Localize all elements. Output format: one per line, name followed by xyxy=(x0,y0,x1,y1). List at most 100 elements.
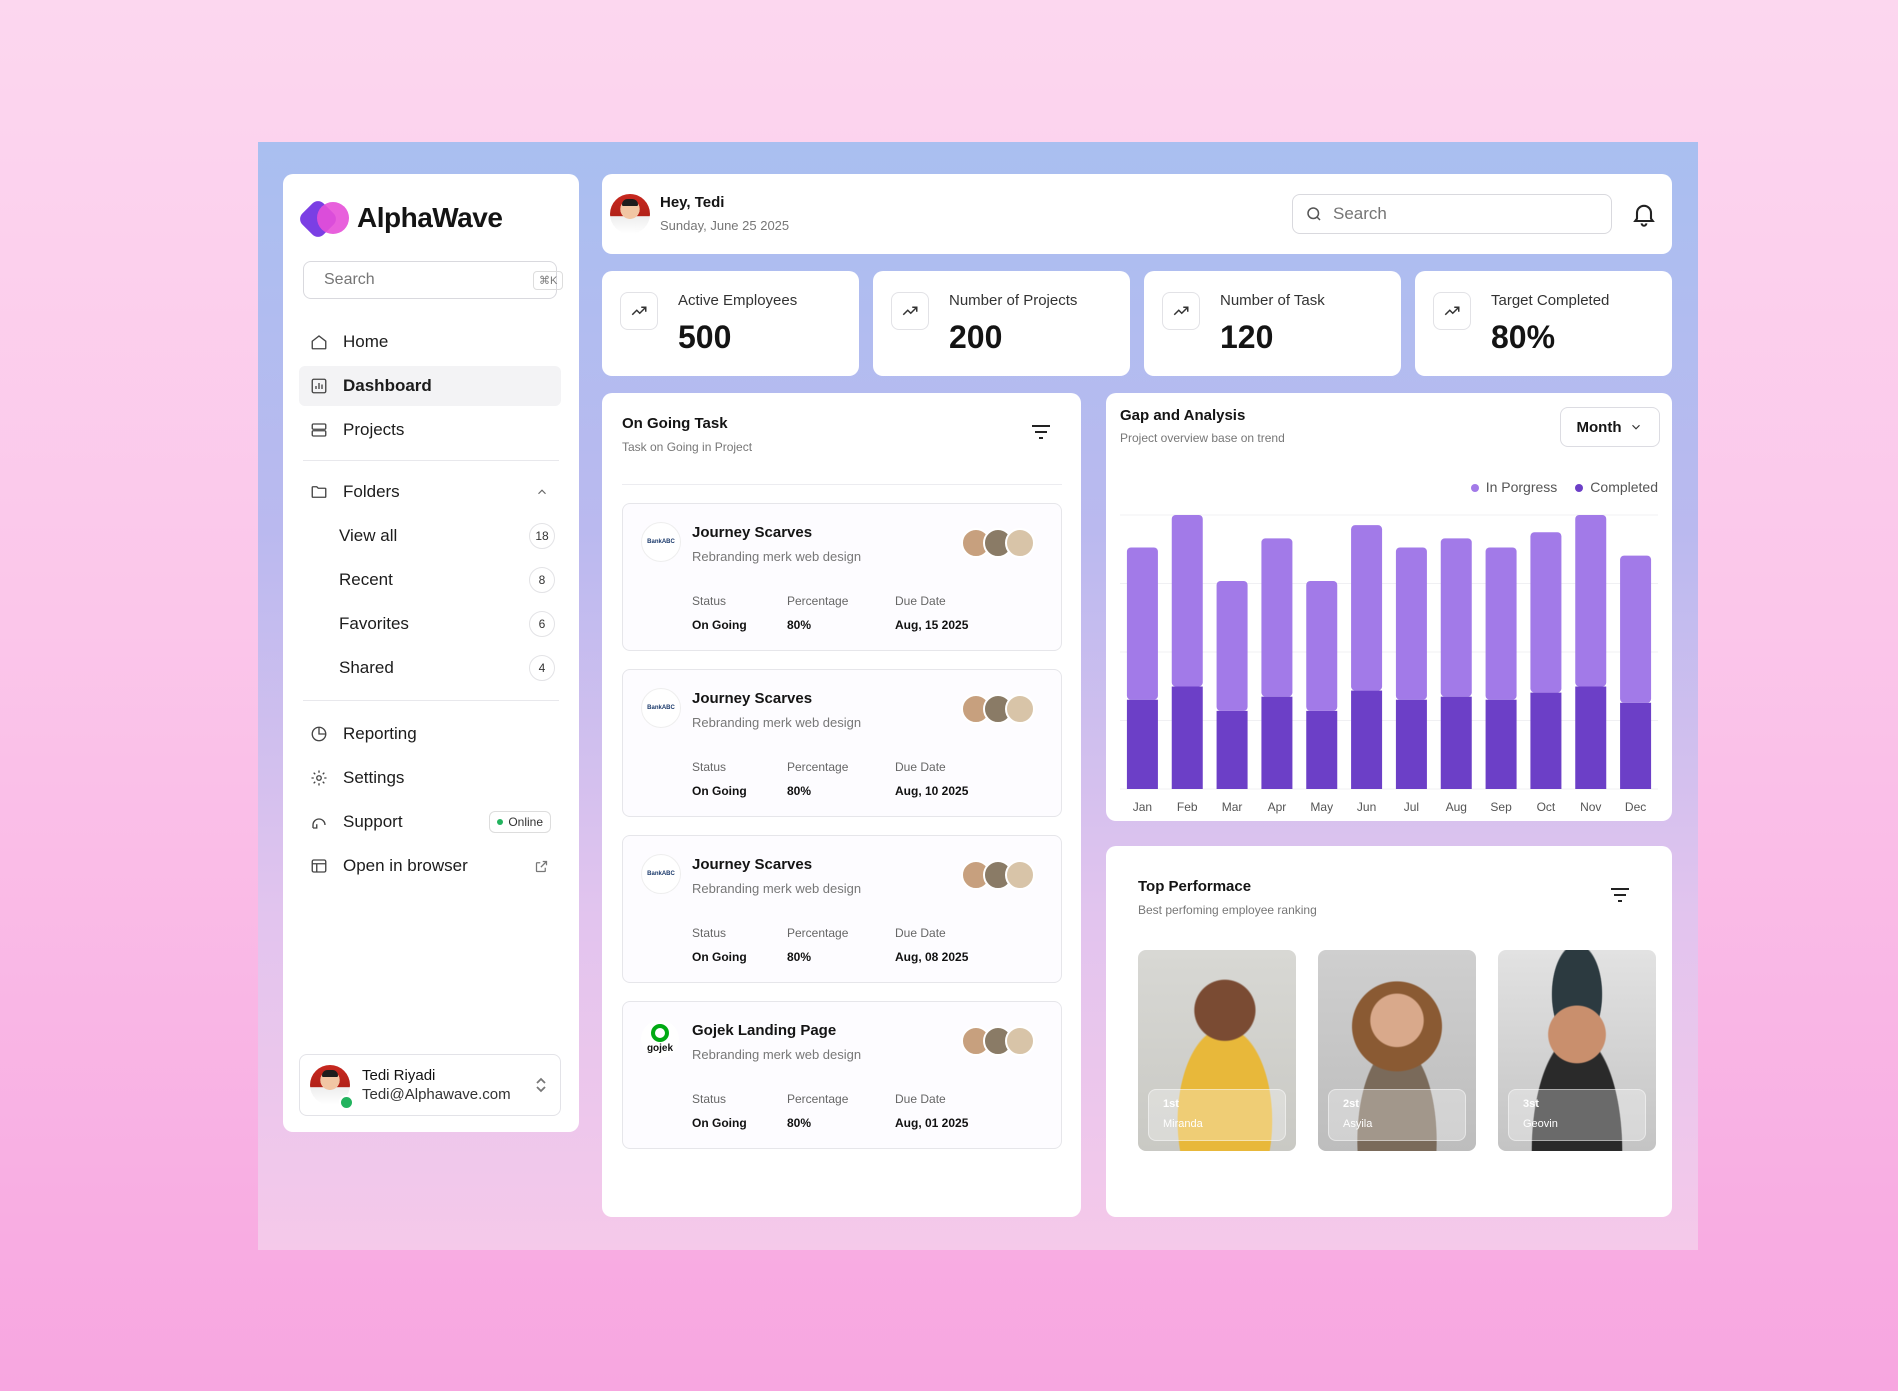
period-select[interactable]: Month xyxy=(1560,407,1660,447)
sidebar-item-folders[interactable]: Folders xyxy=(299,472,561,512)
sidebar-item-reporting[interactable]: Reporting xyxy=(299,714,561,754)
sidebar-item-label: Folders xyxy=(343,482,400,501)
stat-card-active-employees[interactable]: Active Employees 500 xyxy=(602,271,859,376)
bar-jun-in-porgress[interactable] xyxy=(1351,525,1383,691)
search-shortcut-badge: ⌘K xyxy=(533,270,564,290)
filter-icon[interactable] xyxy=(1608,883,1632,907)
folder-item-label: Shared xyxy=(339,658,394,677)
bar-oct-in-porgress[interactable] xyxy=(1530,532,1562,693)
bar-dec-in-porgress[interactable] xyxy=(1620,555,1652,703)
assignee-avatars[interactable] xyxy=(961,694,1035,724)
percentage-value: 80% xyxy=(787,618,812,632)
due-date-label: Due Date xyxy=(895,594,946,608)
top-performance-panel: Top Performace Best perfoming employee r… xyxy=(1106,846,1672,1217)
folder-icon xyxy=(309,482,329,502)
avatar xyxy=(1005,860,1035,890)
task-title: Journey Scarves xyxy=(692,690,813,707)
task-card[interactable]: gojek Gojek Landing Page Rebranding merk… xyxy=(622,1001,1062,1149)
panel-subtitle: Project overview base on trend xyxy=(1120,431,1285,445)
header-avatar[interactable] xyxy=(610,194,650,234)
sidebar-item-settings[interactable]: Settings xyxy=(299,758,561,798)
assignee-avatars[interactable] xyxy=(961,1026,1035,1056)
brand-logo[interactable]: AlphaWave xyxy=(296,197,503,241)
browser-icon xyxy=(309,856,329,876)
task-card[interactable]: BankABC Journey Scarves Rebranding merk … xyxy=(622,835,1062,983)
bell-icon[interactable] xyxy=(1630,200,1658,228)
stat-card-number-of-projects[interactable]: Number of Projects 200 xyxy=(873,271,1130,376)
performer-tag: 1st Miranda xyxy=(1148,1089,1286,1141)
folder-item-view-all[interactable]: View all 18 xyxy=(339,518,561,554)
x-tick-label: Jul xyxy=(1404,800,1419,814)
folder-count-badge: 4 xyxy=(529,655,555,681)
bar-dec-completed[interactable] xyxy=(1620,702,1652,789)
assignee-avatars[interactable] xyxy=(961,528,1035,558)
assignee-avatars[interactable] xyxy=(961,860,1035,890)
bar-jul-in-porgress[interactable] xyxy=(1395,547,1427,700)
status-label: Status xyxy=(692,760,727,774)
sidebar-item-home[interactable]: Home xyxy=(299,322,561,362)
performer-card[interactable]: 2st Asyila xyxy=(1318,950,1476,1151)
bar-sep-completed[interactable] xyxy=(1485,699,1517,789)
app-window: AlphaWave ⌘K Home Dashboard Projects Fol… xyxy=(258,142,1698,1250)
bar-oct-completed[interactable] xyxy=(1530,692,1562,789)
status-value: On Going xyxy=(692,950,747,964)
sidebar-search[interactable]: ⌘K xyxy=(303,261,564,299)
x-tick-label: Jun xyxy=(1357,800,1376,814)
bar-feb-completed[interactable] xyxy=(1171,686,1203,789)
sidebar-item-support[interactable]: Support Online xyxy=(299,802,561,842)
task-card[interactable]: BankABC Journey Scarves Rebranding merk … xyxy=(622,503,1062,651)
sidebar-search-input[interactable] xyxy=(322,270,533,290)
performer-name: Asyila xyxy=(1343,1118,1373,1130)
user-profile-switcher[interactable]: Tedi Riyadi Tedi@Alphawave.com xyxy=(299,1054,561,1116)
status-value: On Going xyxy=(692,784,747,798)
gojek-logo: gojek xyxy=(641,1020,679,1058)
bar-mar-in-porgress[interactable] xyxy=(1216,580,1248,711)
sidebar-item-open-in-browser[interactable]: Open in browser xyxy=(299,846,561,886)
folder-item-recent[interactable]: Recent 8 xyxy=(339,562,561,598)
performer-rank: 1st xyxy=(1163,1098,1179,1110)
bar-jan-completed[interactable] xyxy=(1126,699,1158,789)
sidebar-item-label: Reporting xyxy=(343,724,417,743)
sidebar-item-label: Open in browser xyxy=(343,856,468,875)
bar-jul-completed[interactable] xyxy=(1395,699,1427,789)
sidebar-item-dashboard[interactable]: Dashboard xyxy=(299,366,561,406)
bar-may-completed[interactable] xyxy=(1306,710,1338,789)
user-online-dot-icon xyxy=(339,1095,354,1110)
panel-divider xyxy=(622,484,1062,485)
header-search-input[interactable] xyxy=(1331,203,1599,225)
gap-analysis-panel: Gap and Analysis Project overview base o… xyxy=(1106,393,1672,821)
performer-card[interactable]: 1st Miranda xyxy=(1138,950,1296,1151)
bar-apr-completed[interactable] xyxy=(1261,696,1293,789)
bar-jun-completed[interactable] xyxy=(1351,690,1383,789)
stat-card-target-completed[interactable]: Target Completed 80% xyxy=(1415,271,1672,376)
filter-icon[interactable] xyxy=(1029,420,1053,444)
bar-aug-completed[interactable] xyxy=(1440,696,1472,789)
bar-jan-in-porgress[interactable] xyxy=(1126,547,1158,700)
folder-item-shared[interactable]: Shared 4 xyxy=(339,650,561,686)
header-search[interactable] xyxy=(1292,194,1612,234)
sidebar-item-projects[interactable]: Projects xyxy=(299,410,561,450)
bar-nov-completed[interactable] xyxy=(1575,686,1607,789)
dashboard-icon xyxy=(309,376,329,396)
bar-feb-in-porgress[interactable] xyxy=(1171,515,1203,687)
performer-rank: 2st xyxy=(1343,1098,1359,1110)
bar-nov-in-porgress[interactable] xyxy=(1575,515,1607,687)
bar-mar-completed[interactable] xyxy=(1216,710,1248,789)
folder-count-badge: 18 xyxy=(529,523,555,549)
trend-up-icon xyxy=(1162,292,1200,330)
chevron-up-down-icon[interactable] xyxy=(534,1076,548,1094)
bar-sep-in-porgress[interactable] xyxy=(1485,547,1517,700)
chevron-up-icon[interactable] xyxy=(535,485,549,499)
top-header: Hey, Tedi Sunday, June 25 2025 xyxy=(602,174,1672,254)
folder-item-favorites[interactable]: Favorites 6 xyxy=(339,606,561,642)
external-link-icon xyxy=(535,860,548,872)
bar-may-in-porgress[interactable] xyxy=(1306,580,1338,711)
bar-aug-in-porgress[interactable] xyxy=(1440,538,1472,697)
bar-apr-in-porgress[interactable] xyxy=(1261,538,1293,697)
stat-card-number-of-task[interactable]: Number of Task 120 xyxy=(1144,271,1401,376)
task-subtitle: Rebranding merk web design xyxy=(692,881,862,896)
task-card[interactable]: BankABC Journey Scarves Rebranding merk … xyxy=(622,669,1062,817)
percentage-label: Percentage xyxy=(787,760,849,774)
performer-card[interactable]: 3st Geovin xyxy=(1498,950,1656,1151)
legend-dot-icon xyxy=(1470,484,1479,493)
